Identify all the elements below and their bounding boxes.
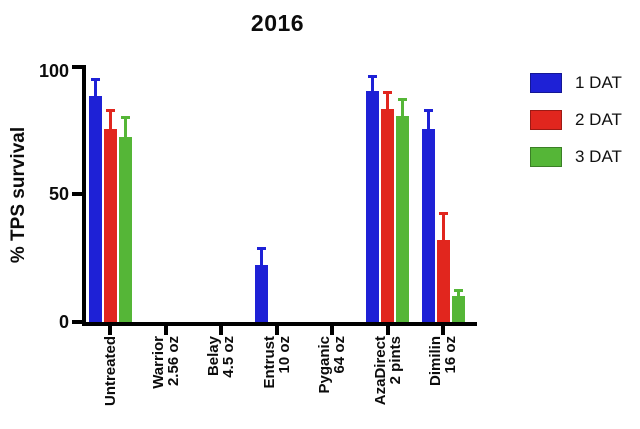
legend-swatch-2-dat [530, 110, 562, 130]
x-axis-label-line: 2 pints [386, 336, 404, 385]
error-bar-cap [383, 90, 392, 94]
error-bar-cap [438, 211, 448, 215]
error-bar-cap [257, 247, 266, 251]
x-tick-mark [219, 326, 223, 335]
x-axis-label-line: AzaDirect [371, 336, 389, 406]
plot-area: 0 50 100 Untreated Warrior 2.56 oz Belay 4.5 oz… [39, 61, 477, 406]
x-axis-label-untreated: Untreated [101, 336, 119, 426]
x-axis-label-line: 4.5 oz [220, 336, 237, 378]
x-axis-label-line: 64 oz [331, 336, 348, 374]
error-bar-cap [398, 98, 407, 102]
error-bar-stem [93, 77, 97, 96]
legend-swatch-1-dat [530, 73, 562, 93]
bar-entrust-1-dat [255, 265, 268, 322]
legend-label-3-dat: 3 DAT [575, 147, 622, 166]
x-axis-label-line: 2.56 oz [164, 336, 182, 387]
legend: 1 DAT 2 DAT 3 DAT [530, 73, 622, 184]
y-tick-mark [72, 191, 82, 196]
legend-swatch-3-dat [530, 147, 562, 167]
bar-untreated-1-dat [88, 95, 102, 322]
x-axis-label-line: Untreated [101, 336, 119, 407]
bar-dimilin-3-dat [451, 296, 465, 322]
y-tick-mark [72, 320, 82, 324]
y-tick-label: 100 [38, 61, 69, 81]
error-bar-stem [386, 90, 389, 109]
error-bar-stem [108, 108, 112, 130]
bar-untreated-2-dat [103, 129, 117, 322]
x-axis-label-line: 10 oz [275, 336, 293, 374]
x-axis-label-line: 16 oz [442, 336, 459, 374]
legend-item-2-dat: 2 DAT [530, 110, 622, 130]
error-bar-stem [371, 75, 374, 91]
x-axis-label-line: Pyganic [316, 336, 333, 394]
x-axis-label-line: Dimilin [427, 336, 444, 387]
x-axis-label-pyganic: Pyganic 64 oz [316, 336, 348, 426]
bar-untreated-3-dat [118, 136, 132, 322]
x-tick-mark [163, 326, 168, 335]
error-bar-stem [260, 247, 263, 266]
error-bar-stem [456, 288, 460, 297]
bar-dimilin-1-dat [421, 129, 435, 322]
x-axis-label-belay: Belay 4.5 oz [205, 336, 237, 426]
x-tick-mark [441, 326, 445, 335]
y-tick-label: 0 [58, 312, 69, 332]
error-bar-cap [453, 288, 463, 292]
bar-azadirect-1-dat [366, 90, 379, 322]
x-axis-label-line: Warrior [149, 336, 167, 389]
legend-label-1-dat: 1 DAT [575, 73, 622, 92]
y-tick-mark [72, 65, 82, 69]
bar-dimilin-2-dat [436, 239, 450, 322]
error-bar-cap [120, 116, 130, 120]
error-bar-cap [90, 77, 100, 81]
x-tick-mark [108, 326, 112, 335]
error-bar-stem [123, 116, 127, 137]
x-axis-label-dimilin: Dimilin 16 oz [427, 336, 459, 426]
x-axis-label-line: Belay [205, 336, 222, 377]
error-bar-stem [401, 98, 404, 117]
error-bar-stem [441, 211, 445, 240]
error-bar-stem [426, 108, 430, 130]
legend-item-1-dat: 1 DAT [530, 73, 622, 93]
legend-item-3-dat: 3 DAT [530, 147, 622, 167]
error-bar-cap [368, 75, 377, 79]
x-tick-mark [385, 326, 390, 335]
bar-azadirect-3-dat [396, 116, 409, 322]
x-axis-label-entrust: Entrust 10 oz [260, 336, 293, 426]
bar-azadirect-2-dat [381, 108, 394, 322]
x-tick-mark [330, 326, 334, 335]
error-bar-cap [423, 108, 433, 112]
y-tick-label: 50 [48, 183, 69, 204]
chart-title: 2016 [250, 10, 305, 36]
error-bar-cap [105, 108, 115, 112]
x-axis-label-azadirect: AzaDirect 2 pints [371, 336, 404, 426]
y-axis-title: % TPS survival [8, 126, 29, 264]
x-axis-label-line: Entrust [260, 336, 278, 389]
x-axis-label-warrior: Warrior 2.56 oz [149, 336, 182, 426]
legend-label-2-dat: 2 DAT [575, 110, 622, 129]
x-tick-mark [274, 326, 279, 335]
